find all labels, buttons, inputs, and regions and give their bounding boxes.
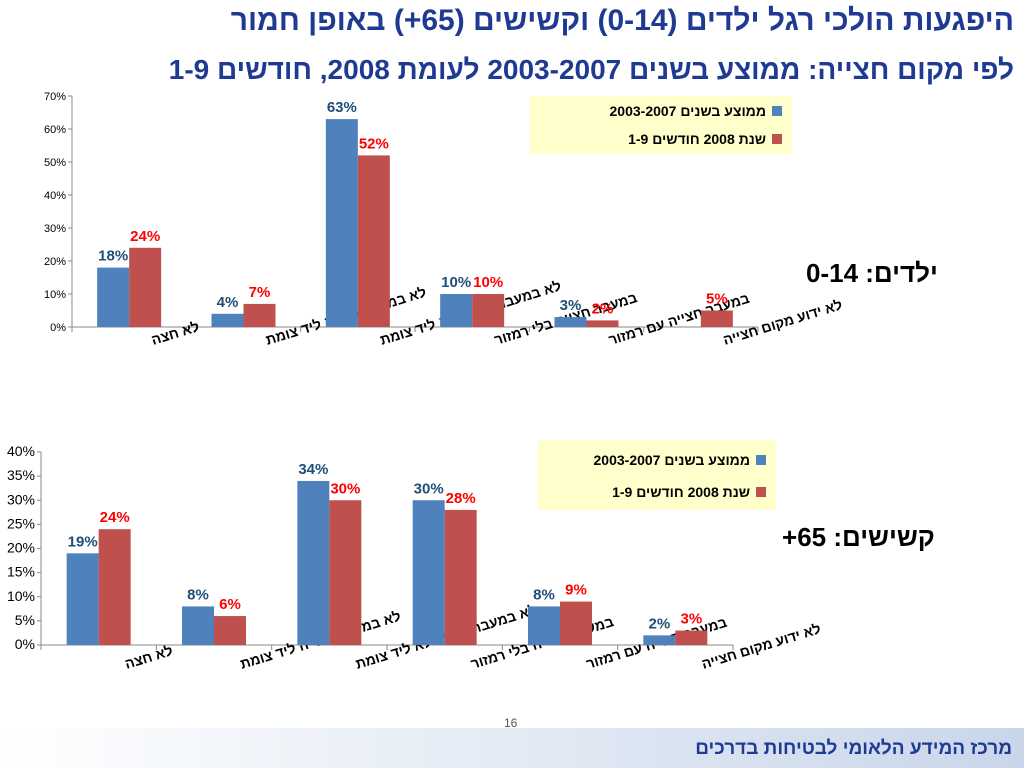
category-label: לא חצה <box>123 642 175 672</box>
bar-2008 <box>472 294 505 327</box>
data-label: 6% <box>219 596 241 613</box>
bar-2008 <box>560 601 592 645</box>
legend-swatch-red <box>772 134 782 144</box>
footer-bar <box>0 728 1024 768</box>
slide-title-line1: היפגעות הולכי רגל ילדים (0-14) וקשישים (… <box>230 4 1014 37</box>
data-label: 52% <box>359 135 389 152</box>
y-tick-label: 25% <box>7 515 35 531</box>
bar-avg-2003-2007 <box>97 267 130 327</box>
elderly-side-label: קשישים: 65+ <box>782 522 935 552</box>
data-label: 4% <box>217 294 239 311</box>
legend-label: ממוצע בשנים 2003-2007 <box>609 103 766 119</box>
y-tick-label: 35% <box>7 467 35 483</box>
bar-avg-2003-2007 <box>554 317 587 327</box>
data-label: 18% <box>98 248 128 265</box>
elderly-legend-item-avg: ממוצע בשנים 2003-2007 <box>548 450 766 470</box>
y-tick-label: 0% <box>50 322 66 334</box>
bar-avg-2003-2007 <box>66 553 99 645</box>
y-tick-label: 0% <box>15 636 35 652</box>
y-tick-label: 20% <box>44 256 66 268</box>
bar-2008 <box>586 320 619 327</box>
bar-avg-2003-2007 <box>297 480 330 645</box>
data-label: 19% <box>68 533 98 550</box>
y-tick-label: 60% <box>44 124 66 136</box>
data-label: 7% <box>249 284 271 301</box>
children-side-label: ילדים: 0-14 <box>806 258 938 288</box>
bar-2008 <box>675 630 708 645</box>
children-legend-item-avg: ממוצע בשנים 2003-2007 <box>540 101 782 121</box>
legend-label: שנת 2008 חודשים 1-9 <box>628 131 766 147</box>
legend-swatch-blue <box>772 106 782 116</box>
data-label: 34% <box>298 461 328 478</box>
data-label: 2% <box>648 615 670 632</box>
legend-swatch-blue <box>756 455 766 465</box>
footer-org-name: מרכז המידע הלאומי לבטיחות בדרכים <box>695 738 1012 759</box>
data-label: 9% <box>565 582 587 599</box>
y-tick-label: 50% <box>44 157 66 169</box>
data-label: 10% <box>473 274 503 291</box>
y-tick-label: 70% <box>44 91 66 103</box>
data-label: 8% <box>533 586 555 603</box>
data-label: 63% <box>327 99 357 116</box>
bar-avg-2003-2007 <box>528 606 560 645</box>
y-tick-label: 40% <box>44 190 66 202</box>
data-label: 5% <box>706 291 728 308</box>
bar-avg-2003-2007 <box>182 606 214 645</box>
elderly-chart: 0% 5% 10% 15% 20% 25% 30% 35% 40% 19%24% לא חצה 8% 6… <box>7 443 823 672</box>
children-legend-item-2008: שנת 2008 חודשים 1-9 <box>540 129 782 149</box>
bar-2008 <box>357 155 390 327</box>
y-tick-label: 10% <box>7 588 35 604</box>
bar-2008 <box>700 310 733 327</box>
data-label: 8% <box>187 586 209 603</box>
legend-swatch-red <box>756 487 766 497</box>
data-label: 28% <box>446 490 476 507</box>
elderly-legend-item-2008: שנת 2008 חודשים 1-9 <box>548 482 766 502</box>
data-label: 30% <box>414 480 444 497</box>
data-label: 2% <box>592 300 614 317</box>
y-tick-label: 40% <box>7 443 35 459</box>
bar-2008 <box>444 509 477 645</box>
data-label: 30% <box>330 480 360 497</box>
y-tick-label: 20% <box>7 540 35 556</box>
page-number: 16 <box>504 716 518 730</box>
data-label: 3% <box>560 297 582 314</box>
data-label: 24% <box>100 509 130 526</box>
elderly-legend: ממוצע בשנים 2003-2007 שנת 2008 חודשים 1-… <box>538 440 776 510</box>
bar-2008 <box>214 616 246 645</box>
bar-avg-2003-2007 <box>643 635 676 645</box>
bar-2008 <box>243 303 276 327</box>
y-tick-label: 5% <box>15 612 35 628</box>
legend-label: ממוצע בשנים 2003-2007 <box>593 452 750 468</box>
bar-2008 <box>98 529 131 645</box>
legend-label: שנת 2008 חודשים 1-9 <box>612 484 750 500</box>
y-tick-label: 15% <box>7 564 35 580</box>
bar-2008 <box>129 247 162 327</box>
y-tick-label: 30% <box>44 223 66 235</box>
bar-avg-2003-2007 <box>440 294 473 327</box>
y-tick-label: 30% <box>7 491 35 507</box>
y-tick-label: 10% <box>44 289 66 301</box>
bar-avg-2003-2007 <box>325 119 358 327</box>
slide-title-line2: לפי מקום חצייה: ממוצע בשנים 2003-2007 לע… <box>168 54 1014 85</box>
bar-2008 <box>329 500 362 645</box>
bar-avg-2003-2007 <box>211 313 244 327</box>
children-legend: ממוצע בשנים 2003-2007 שנת 2008 חודשים 1-… <box>530 96 792 154</box>
bar-avg-2003-2007 <box>412 500 445 645</box>
data-label: 3% <box>680 611 702 628</box>
data-label: 10% <box>441 274 471 291</box>
data-label: 24% <box>130 228 160 245</box>
